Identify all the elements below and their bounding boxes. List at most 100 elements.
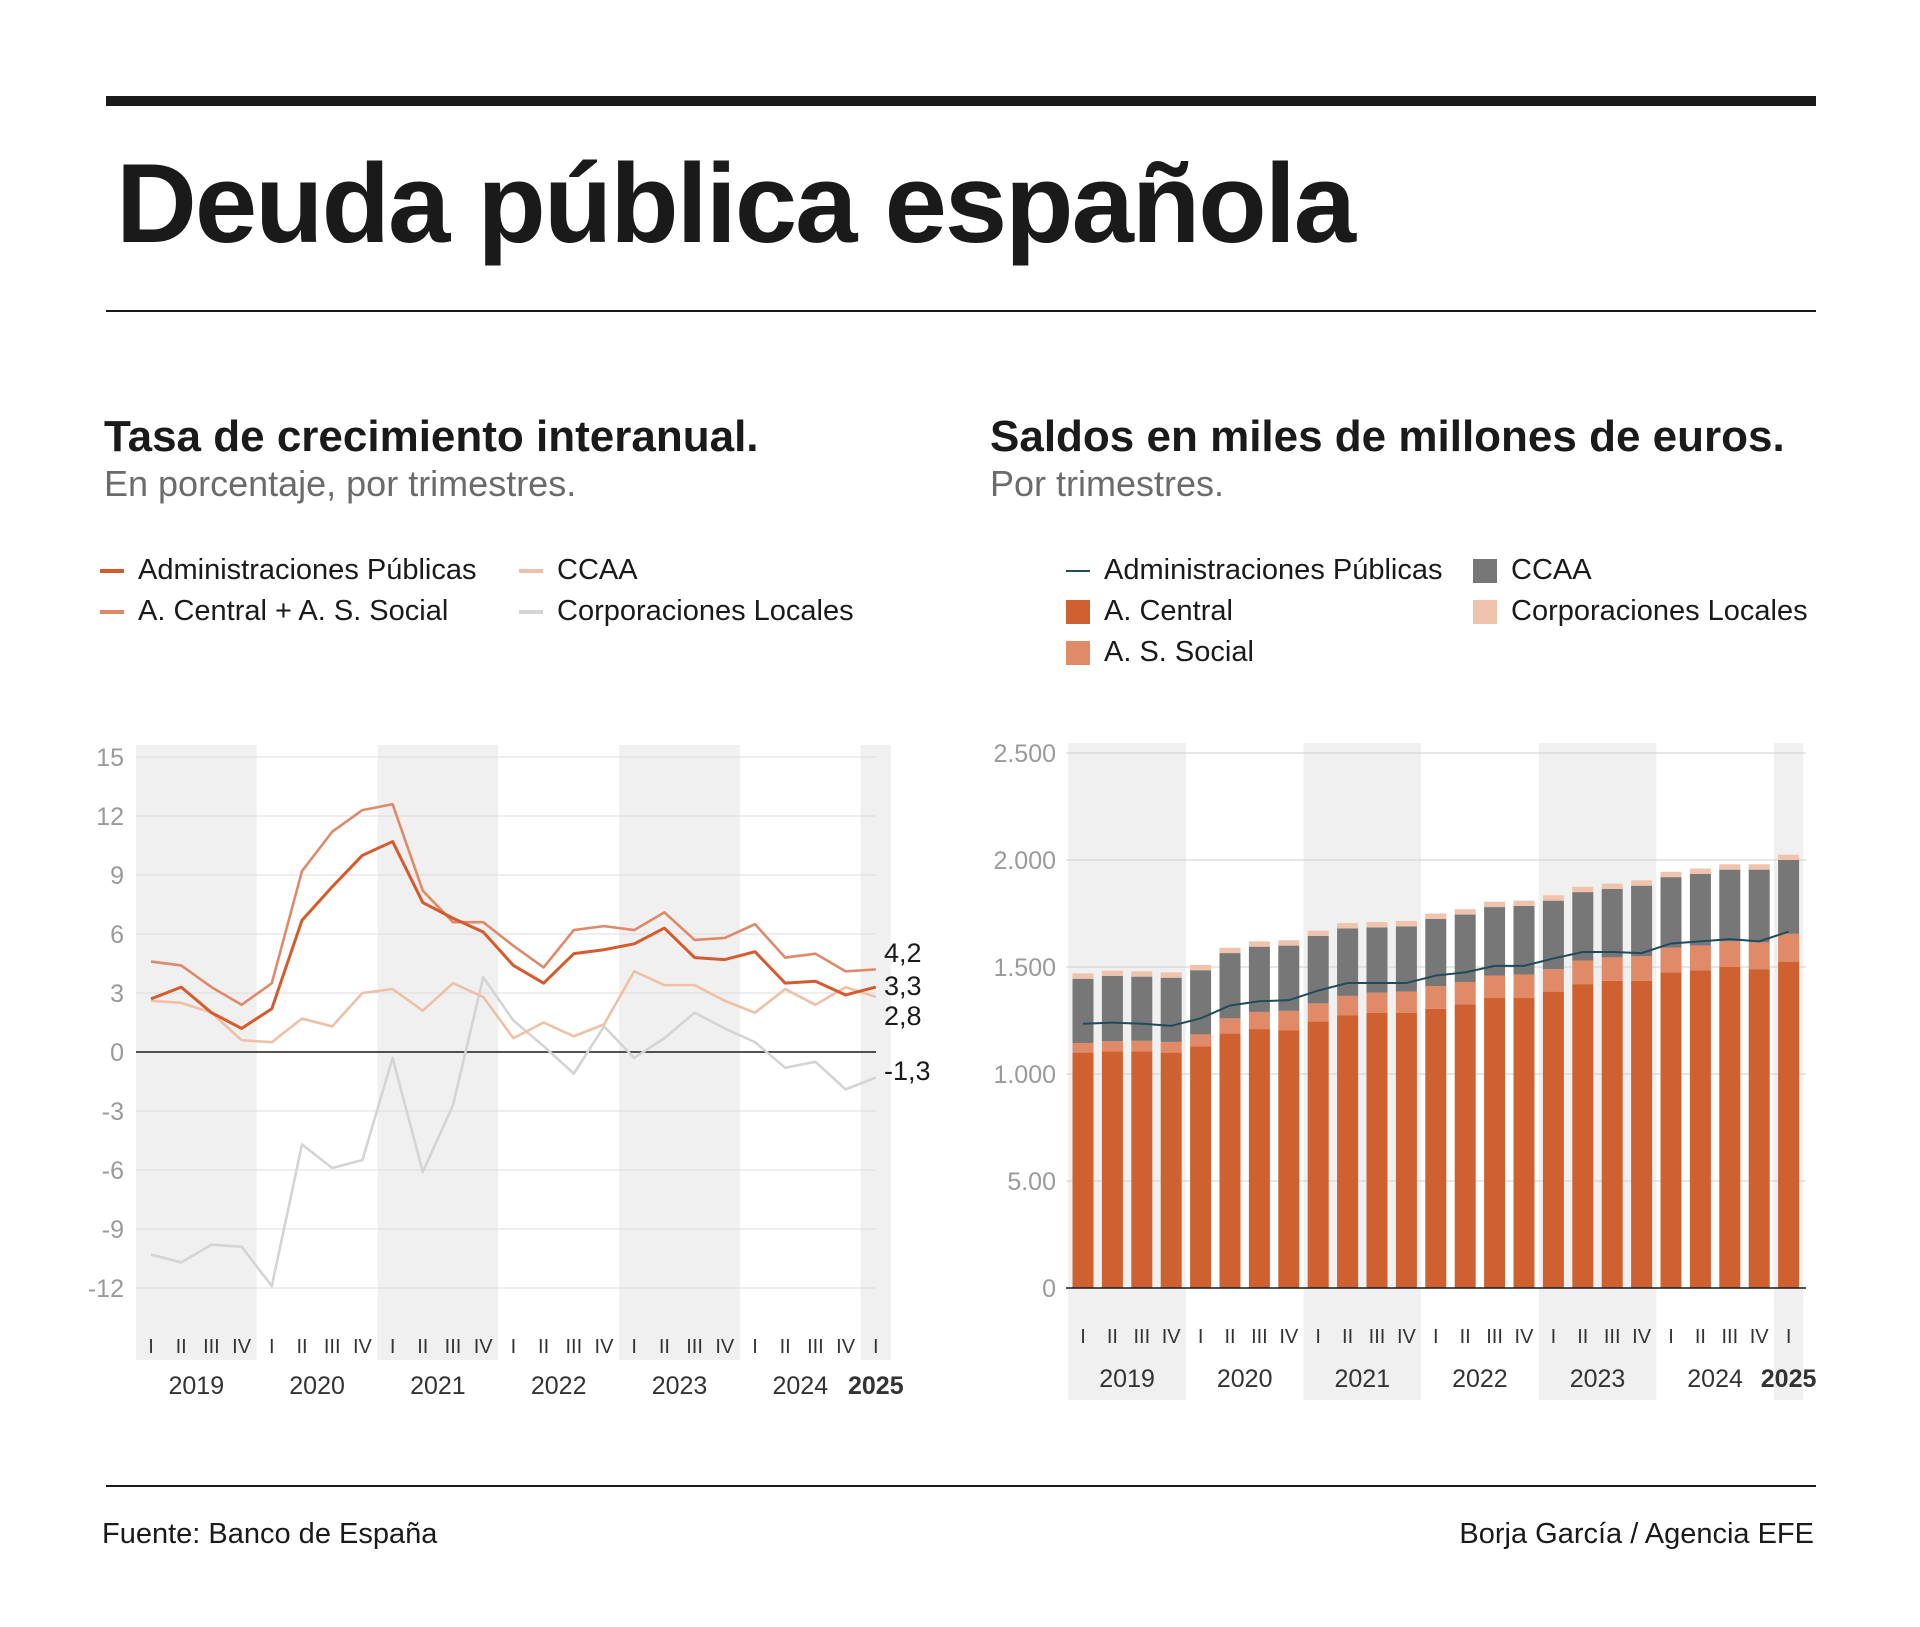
bar-segment-social xyxy=(1748,942,1770,970)
bar-segment-locales xyxy=(1131,971,1153,977)
quarter-tick-label: III xyxy=(1721,1326,1738,1348)
legend-item-ccaa-bar: CCAA xyxy=(1473,556,1592,585)
bar-segment-locales xyxy=(1072,973,1094,979)
bar-segment-ccaa xyxy=(1337,928,1359,996)
credit-note: Borja García / Agencia EFE xyxy=(1459,1518,1814,1550)
bar-segment-social xyxy=(1778,933,1800,962)
quarter-tick-label: III xyxy=(1486,1326,1503,1348)
bar-segment-locales xyxy=(1601,883,1623,889)
year-tick-label: 2025 xyxy=(848,1372,904,1400)
bar-segment-central xyxy=(1631,980,1653,1288)
quarter-tick-label: II xyxy=(1577,1326,1588,1348)
legend-item-central-social: A. Central + A. S. Social xyxy=(100,597,448,626)
quarter-tick-label: I xyxy=(1668,1326,1674,1348)
legend-swatch xyxy=(1066,640,1090,665)
bar-segment-locales xyxy=(1631,880,1653,886)
bar-segment-central xyxy=(1190,1046,1212,1288)
main-title: Deuda pública española xyxy=(116,141,1356,266)
bar-segment-social xyxy=(1572,960,1594,985)
legend-item-locales-bar: Corporaciones Locales xyxy=(1473,597,1808,626)
legend-item-locales: Corporaciones Locales xyxy=(519,597,854,626)
quarter-tick-label: I xyxy=(511,1336,517,1358)
bar-segment-locales xyxy=(1513,900,1535,907)
legend-label: CCAA xyxy=(1511,554,1592,586)
bar-segment-ccaa xyxy=(1219,953,1241,1019)
bar-segment-central xyxy=(1366,1013,1388,1288)
bar-segment-locales xyxy=(1748,864,1770,870)
y-tick-label: 9 xyxy=(110,862,124,890)
quarter-tick-label: IV xyxy=(1397,1326,1417,1348)
bar-segment-central xyxy=(1601,980,1623,1288)
bar-segment-social xyxy=(1689,945,1711,971)
y-tick-label: 12 xyxy=(96,803,124,831)
bar-segment-ccaa xyxy=(1072,978,1094,1043)
bar-segment-central xyxy=(1454,1004,1476,1288)
bar-segment-locales xyxy=(1101,970,1123,976)
quarter-tick-label: IV xyxy=(232,1336,252,1358)
y-tick-label: 0 xyxy=(1042,1275,1056,1303)
bar-segment-social xyxy=(1190,1034,1212,1047)
bar-segment-ccaa xyxy=(1631,885,1653,957)
quarter-tick-label: I xyxy=(1315,1326,1321,1348)
quarter-tick-label: II xyxy=(1342,1326,1353,1348)
quarter-tick-label: IV xyxy=(353,1336,373,1358)
quarter-tick-label: III xyxy=(1369,1326,1386,1348)
legend-label: Corporaciones Locales xyxy=(557,595,854,627)
year-tick-label: 2020 xyxy=(1217,1365,1273,1393)
bar-segment-social xyxy=(1307,1003,1329,1022)
quarter-tick-label: II xyxy=(1460,1326,1471,1348)
series-line-ap-total xyxy=(1082,930,1789,1027)
quarter-tick-label: I xyxy=(1080,1326,1086,1348)
quarter-tick-label: III xyxy=(807,1336,824,1358)
legend-label: A. Central xyxy=(1104,595,1233,627)
legend-swatch xyxy=(1473,558,1497,583)
quarter-tick-label: II xyxy=(1695,1326,1706,1348)
bar-segment-ccaa xyxy=(1572,892,1594,961)
y-tick-label: 0 xyxy=(110,1039,124,1067)
bar-segment-central xyxy=(1395,1013,1417,1288)
year-tick-label: 2019 xyxy=(168,1372,224,1400)
bar-segment-ccaa xyxy=(1425,918,1447,987)
bar-segment-social xyxy=(1660,947,1682,973)
quarter-tick-label: IV xyxy=(1515,1326,1535,1348)
bar-segment-social xyxy=(1542,969,1564,992)
quarter-tick-label: IV xyxy=(1279,1326,1299,1348)
bar-segment-ccaa xyxy=(1484,907,1506,976)
quarter-tick-label: I xyxy=(390,1336,396,1358)
legend-label: Administraciones Públicas xyxy=(138,554,477,586)
bar-segment-ccaa xyxy=(1542,900,1564,970)
legend-swatch xyxy=(100,609,124,614)
left-chart-title: Tasa de crecimiento interanual. xyxy=(104,412,759,461)
quarter-tick-label: IV xyxy=(595,1336,615,1358)
quarter-tick-label: III xyxy=(686,1336,703,1358)
series-line-ccaa xyxy=(150,970,877,1044)
bar-segment-central xyxy=(1337,1015,1359,1288)
bar-segment-central xyxy=(1513,998,1535,1288)
bar-segment-locales xyxy=(1248,941,1270,947)
bar-segment-locales xyxy=(1278,940,1300,946)
bar-segment-social xyxy=(1454,981,1476,1005)
bar-segment-central xyxy=(1719,967,1741,1288)
title-rule xyxy=(106,310,1816,312)
quarter-tick-label: III xyxy=(1251,1326,1268,1348)
bar-segment-social xyxy=(1219,1018,1241,1034)
bar-segment-central xyxy=(1778,961,1800,1288)
bar-segment-ccaa xyxy=(1660,877,1682,948)
series-line-central_social xyxy=(150,802,876,1007)
quarter-tick-label: I xyxy=(752,1336,758,1358)
bar-segment-ccaa xyxy=(1131,976,1153,1041)
year-tick-label: 2025 xyxy=(1761,1365,1817,1393)
bar-segment-social xyxy=(1366,992,1388,1014)
quarter-tick-label: II xyxy=(296,1336,307,1358)
legend-swatch xyxy=(1066,569,1090,572)
quarter-tick-label: IV xyxy=(715,1336,735,1358)
year-tick-label: 2023 xyxy=(652,1372,708,1400)
year-tick-label: 2023 xyxy=(1570,1365,1626,1393)
bar-segment-social xyxy=(1248,1011,1270,1030)
quarter-tick-label: III xyxy=(1604,1326,1621,1348)
bar-segment-locales xyxy=(1219,947,1241,954)
legend-label: CCAA xyxy=(557,554,638,586)
y-tick-label: -9 xyxy=(102,1216,124,1244)
